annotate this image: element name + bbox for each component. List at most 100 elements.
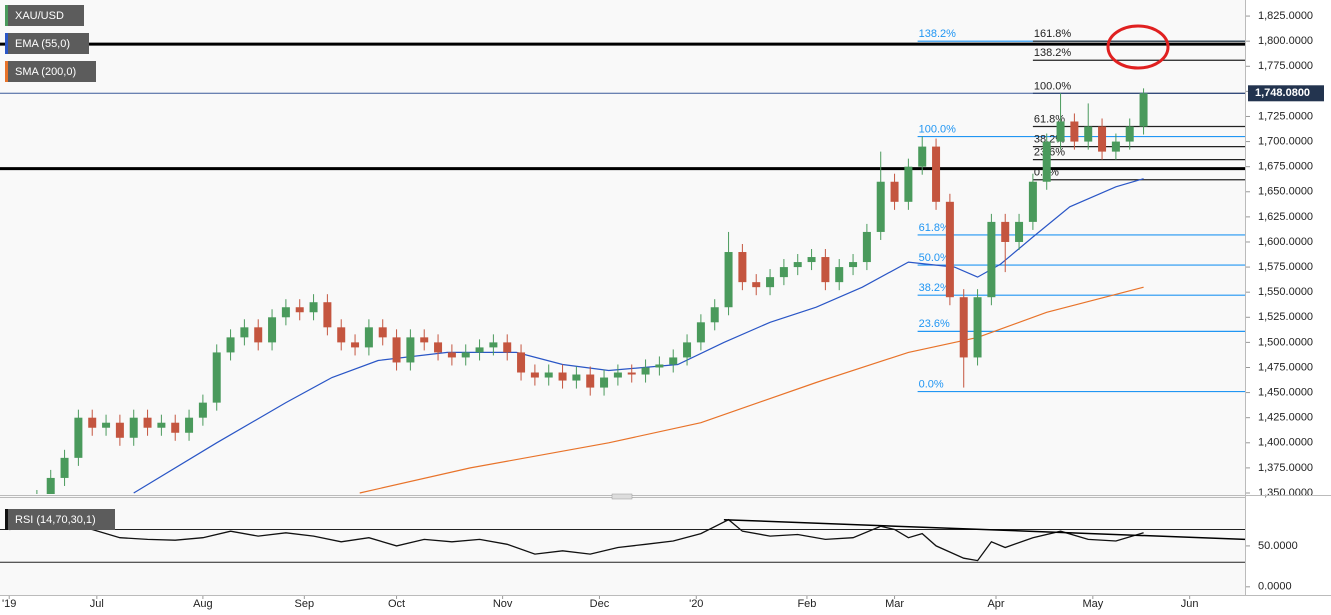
x-tick-label: Feb	[797, 598, 816, 610]
candle-body	[60, 457, 69, 478]
candle-body	[696, 322, 705, 343]
candle-body	[807, 257, 816, 263]
candle-body	[378, 327, 387, 338]
candle-body	[185, 417, 194, 433]
candle-body	[710, 307, 719, 323]
candle-body	[558, 372, 567, 381]
legend-swatch	[5, 5, 8, 26]
y-tick-label: 1,375.0000	[1258, 462, 1313, 474]
legend-label: EMA (55,0)	[15, 38, 70, 50]
candle-body	[517, 352, 526, 373]
resize-handle[interactable]	[611, 493, 633, 500]
candle-body	[904, 166, 913, 202]
x-tick-label: Aug	[193, 598, 213, 610]
main-panel: 0.0%23.6%38.2%50.0%61.8%100.0%138.2%0.0%…	[0, 28, 1245, 494]
candle-body	[1028, 181, 1037, 222]
candle-body	[157, 422, 166, 428]
fib-label: 100.0%	[1034, 80, 1072, 92]
legend-box[interactable]	[5, 509, 115, 530]
candle-body	[226, 337, 235, 353]
candle-body	[779, 267, 788, 278]
candle-body	[129, 417, 138, 438]
y-tick-label: 1,425.0000	[1258, 412, 1313, 424]
y-tick-label: 1,400.0000	[1258, 437, 1313, 449]
rsi-line	[9, 518, 1144, 562]
candle-body	[406, 337, 415, 363]
x-tick-label: '19	[2, 598, 16, 610]
candle-body	[586, 374, 595, 388]
candle-body	[627, 372, 636, 375]
candle-body	[655, 364, 664, 368]
y-tick-label: 1,700.0000	[1258, 135, 1313, 147]
candle-body	[240, 327, 249, 338]
candle-body	[102, 422, 111, 428]
y-tick-label: 1,675.0000	[1258, 161, 1313, 173]
candle-body	[1098, 126, 1107, 152]
candle-body	[392, 337, 401, 363]
legend-swatch	[5, 61, 8, 82]
candle-body	[503, 342, 512, 353]
candle-body	[572, 374, 581, 381]
candle-body	[683, 342, 692, 358]
candle-body	[1015, 221, 1024, 242]
candle-body	[254, 327, 263, 343]
candle-body	[918, 146, 927, 167]
x-tick-label: Mar	[885, 598, 904, 610]
x-tick-label: Oct	[388, 598, 405, 610]
fib-label: 100.0%	[919, 123, 957, 135]
candle-body	[295, 307, 304, 313]
candle-body	[530, 372, 539, 378]
y-tick-label: 1,475.0000	[1258, 361, 1313, 373]
legend-box[interactable]	[5, 61, 96, 82]
candle-body	[489, 342, 498, 348]
y-tick-label: 1,525.0000	[1258, 311, 1313, 323]
y-tick-label: 1,800.0000	[1258, 35, 1313, 47]
y-tick-label: 0.0000	[1258, 581, 1292, 593]
legend-label: SMA (200,0)	[15, 66, 76, 78]
candle-body	[88, 417, 97, 428]
legend: XAU/USD EMA (55,0) SMA (200,0) RSI (14,7…	[5, 5, 115, 530]
candle-body	[1042, 141, 1051, 182]
last-price-box	[1248, 85, 1324, 102]
legend-label: XAU/USD	[15, 10, 64, 22]
candle-body	[959, 297, 968, 358]
y-tick-label: 1,500.0000	[1258, 336, 1313, 348]
rsi-panel	[0, 518, 1245, 563]
candle-body	[337, 327, 346, 343]
x-tick-label: Apr	[987, 598, 1004, 610]
candle-body	[461, 352, 470, 358]
x-tick-label: Sep	[295, 598, 315, 610]
candle-body	[987, 221, 996, 298]
fib-label: 50.0%	[919, 252, 950, 264]
legend-box[interactable]	[5, 33, 89, 54]
candle-body	[945, 201, 954, 298]
candle-body	[268, 317, 277, 343]
y-tick-label: 1,650.0000	[1258, 186, 1313, 198]
fib-label: 138.2%	[1034, 47, 1072, 59]
y-tick-label: 1,600.0000	[1258, 236, 1313, 248]
candle-body	[143, 417, 152, 428]
x-tick-label: Nov	[493, 598, 513, 610]
candle-body	[74, 417, 83, 458]
candle-body	[544, 372, 553, 378]
legend-box[interactable]	[5, 5, 84, 26]
fib-label: 23.6%	[919, 318, 950, 330]
candle-body	[932, 146, 941, 202]
candle-body	[351, 342, 360, 348]
candle-body	[849, 262, 858, 268]
y-tick-label: 1,575.0000	[1258, 261, 1313, 273]
fib-label: 61.8%	[919, 222, 950, 234]
fib-label: 138.2%	[919, 28, 957, 40]
candle-body	[835, 267, 844, 283]
candle-body	[1001, 221, 1010, 242]
candle-body	[364, 327, 373, 348]
candle-body	[1139, 93, 1148, 127]
highlight-circle	[1106, 24, 1170, 70]
candle-body	[669, 357, 678, 365]
candle-body	[821, 257, 830, 283]
legend-swatch	[5, 509, 8, 530]
trendline	[723, 518, 1245, 541]
y-tick-label: 1,350.0000	[1258, 487, 1313, 499]
candle-body	[281, 307, 290, 318]
